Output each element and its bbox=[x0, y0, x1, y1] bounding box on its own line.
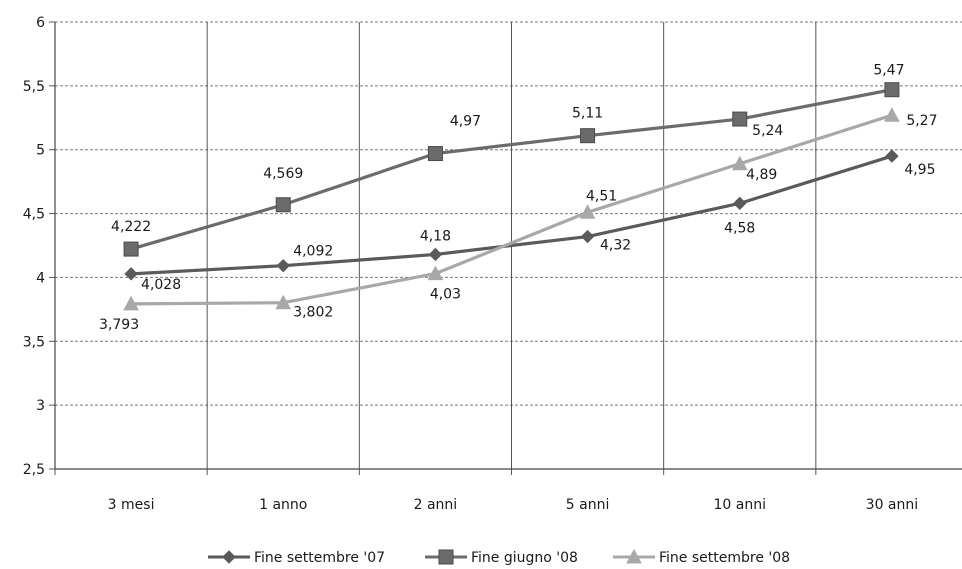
data-point bbox=[275, 294, 292, 310]
legend-marker bbox=[626, 548, 642, 564]
grid bbox=[55, 21, 962, 469]
data-point bbox=[427, 265, 444, 281]
data-point bbox=[732, 111, 748, 127]
x-tick-label: 2 anni bbox=[414, 497, 458, 513]
data-point bbox=[885, 149, 899, 163]
y-tick-label: 4 bbox=[36, 270, 45, 286]
series-line bbox=[130, 88, 893, 251]
data-label: 4,97 bbox=[450, 114, 481, 130]
x-tick-label: 1 anno bbox=[259, 497, 307, 513]
y-tick-label: 5,5 bbox=[23, 79, 45, 95]
legend: Fine settembre '07 Fine giugno '08 Fine se… bbox=[208, 548, 790, 566]
y-tick-label: 6 bbox=[36, 15, 45, 31]
legend-label: Fine settembre '07 bbox=[254, 550, 385, 566]
data-point bbox=[427, 146, 443, 162]
data-labels: 4,028 4,092 4,18 4,32 4,58 4,95 4,222 4,569 4,97… bbox=[99, 63, 937, 333]
data-label: 4,58 bbox=[724, 220, 755, 236]
y-tick-label: 5 bbox=[36, 143, 45, 159]
x-tick-label: 30 anni bbox=[866, 497, 918, 513]
series-line bbox=[131, 113, 893, 306]
x-tick-label: 5 anni bbox=[566, 497, 610, 513]
data-label: 5,47 bbox=[873, 63, 904, 79]
data-label: 3,802 bbox=[293, 305, 333, 321]
data-point bbox=[884, 82, 900, 98]
data-label: 5,27 bbox=[906, 113, 937, 129]
data-point bbox=[276, 258, 290, 273]
data-label: 4,95 bbox=[904, 162, 935, 178]
data-point bbox=[123, 241, 139, 257]
data-label: 4,569 bbox=[263, 166, 303, 182]
x-tick-label: 10 anni bbox=[714, 497, 766, 513]
legend-marker bbox=[222, 550, 236, 564]
x-tick-label: 3 mesi bbox=[108, 497, 155, 513]
data-label: 5,11 bbox=[572, 106, 603, 122]
data-label: 4,89 bbox=[746, 167, 777, 183]
data-label: 4,028 bbox=[141, 277, 181, 293]
legend-label: Fine giugno '08 bbox=[471, 550, 578, 566]
legend-marker bbox=[438, 549, 454, 565]
data-point bbox=[275, 197, 291, 213]
data-point bbox=[123, 295, 139, 311]
data-label: 4,18 bbox=[420, 228, 451, 244]
y-tick-label: 4,5 bbox=[23, 207, 45, 223]
axes: 2,5 3 3,5 4 4,5 5 5,5 6 3 mesi 1 anno 2 anni 5 anni… bbox=[23, 15, 962, 513]
data-point bbox=[124, 267, 138, 281]
data-label: 5,24 bbox=[752, 123, 783, 139]
data-point bbox=[733, 196, 747, 211]
data-label: 3,793 bbox=[99, 317, 139, 333]
legend-label: Fine settembre '08 bbox=[659, 550, 790, 566]
data-label: 4,03 bbox=[430, 287, 461, 303]
data-point bbox=[579, 204, 596, 219]
y-tick-label: 3 bbox=[36, 398, 45, 414]
series-line bbox=[130, 154, 893, 276]
y-tick-label: 3,5 bbox=[23, 334, 45, 350]
data-label: 4,51 bbox=[586, 188, 617, 204]
data-point bbox=[884, 107, 900, 122]
data-label: 4,222 bbox=[111, 219, 151, 235]
data-point bbox=[428, 247, 443, 262]
series-group bbox=[123, 82, 900, 311]
data-point bbox=[580, 128, 596, 144]
data-point bbox=[731, 155, 748, 171]
y-tick-label: 2,5 bbox=[23, 462, 45, 478]
data-label: 4,32 bbox=[600, 238, 631, 254]
data-point bbox=[580, 229, 595, 244]
data-label: 4,092 bbox=[293, 244, 333, 260]
